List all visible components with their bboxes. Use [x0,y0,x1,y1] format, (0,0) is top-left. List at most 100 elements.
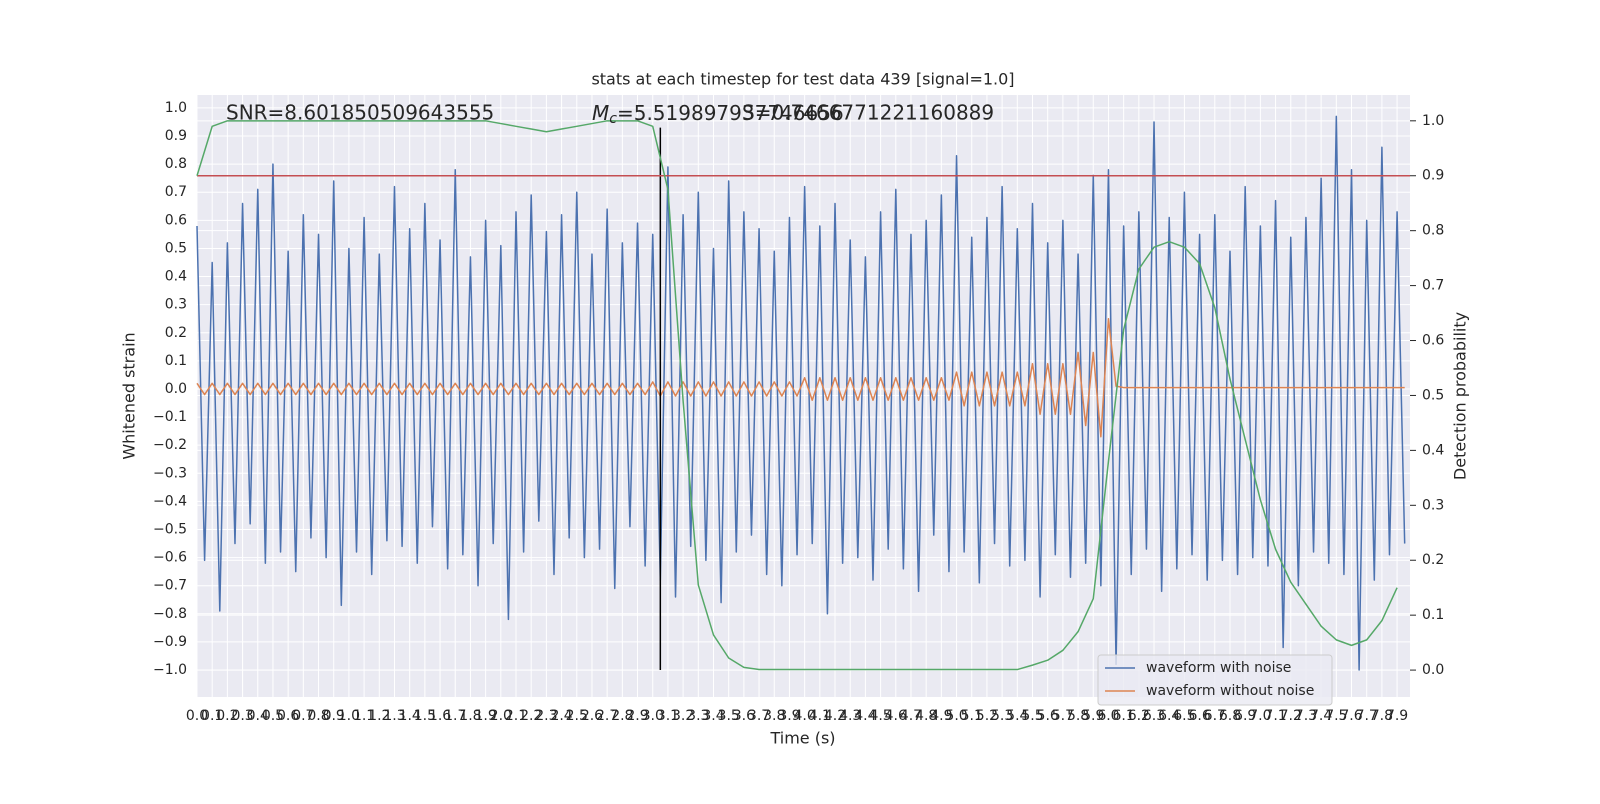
y2-tick-label: 0.8 [1422,223,1444,239]
x-tick-label: 3.5 [718,708,740,724]
x-tick-label: 7.3 [1295,708,1317,724]
y-tick-label: 0.6 [165,212,187,228]
x-tick-label: 6.7 [1204,708,1226,724]
y-tick-label: 0.4 [165,269,187,285]
x-tick-label: 6.2 [1128,708,1150,724]
y-tick-label: 0.1 [165,353,187,369]
x-tick-label: 5.0 [945,708,967,724]
x-tick-label: 1.6 [429,708,451,724]
x-tick-label: 4.7 [900,708,922,724]
mc-subscript: c [609,111,617,127]
x-tick-label: 4.1 [809,708,831,724]
y2-tick-label: 0.9 [1422,168,1444,184]
x-tick-label: 3.0 [642,708,664,724]
y-tick-label: −0.1 [153,409,187,425]
mc-value: =5.519897937746656 [617,101,844,125]
x-tick-label: 3.4 [702,708,724,724]
x-tick-label: 6.8 [1219,708,1241,724]
x-tick-label: 5.4 [1006,708,1028,724]
x-tick-label: 3.3 [687,708,709,724]
x-tick-label: 7.6 [1340,708,1362,724]
x-tick-label: 1.8 [459,708,481,724]
y2-tick-label: 0.6 [1422,333,1444,349]
y2-tick-label: 1.0 [1422,113,1444,129]
x-tick-label: 0.3 [231,708,253,724]
x-tick-label: 1.9 [474,708,496,724]
x-tick-label: 7.7 [1356,708,1378,724]
x-tick-label: 6.3 [1143,708,1165,724]
x-tick-label: 0.5 [262,708,284,724]
y2-tick-label: 0.7 [1422,278,1444,294]
x-tick-label: 7.0 [1249,708,1271,724]
x-tick-label: 6.4 [1158,708,1180,724]
y-tick-label: 0.9 [165,128,187,144]
x-tick-label: 3.6 [733,708,755,724]
x-tick-label: 5.2 [976,708,998,724]
x-tick-label: 6.1 [1113,708,1135,724]
legend-box [1097,654,1333,706]
x-tick-label: 7.2 [1280,708,1302,724]
series-line [196,120,1398,671]
x-tick-label: 5.6 [1037,708,1059,724]
y2-tick-label: 0.5 [1422,387,1444,403]
x-tick-label: 5.8 [1067,708,1089,724]
series-line [196,115,1406,671]
x-tick-label: 5.3 [991,708,1013,724]
x-tick-label: 5.9 [1082,708,1104,724]
x-tick-label: 2.4 [550,708,572,724]
y-tick-label: 0.8 [165,156,187,172]
chart-title: stats at each timestep for test data 439… [591,70,1014,89]
x-tick-label: 4.4 [854,708,876,724]
y2-tick-label: 0.1 [1422,607,1444,623]
x-tick-label: 6.0 [1097,708,1119,724]
x-tick-label: 6.9 [1234,708,1256,724]
x-tick-label: 7.5 [1325,708,1347,724]
x-tick-label: 1.4 [399,708,421,724]
x-tick-label: 4.0 [794,708,816,724]
x-tick-label: 4.8 [915,708,937,724]
x-tick-label: 2.0 [490,708,512,724]
x-tick-label: 3.7 [748,708,770,724]
x-tick-label: 2.7 [596,708,618,724]
x-tick-label: 1.5 [414,708,436,724]
x-tick-label: 7.4 [1310,708,1332,724]
x-tick-label: 2.1 [505,708,527,724]
x-tick-label: 1.0 [338,708,360,724]
x-tick-label: 2.6 [581,708,603,724]
y-tick-label: −0.2 [153,437,187,453]
x-tick-label: 1.1 [353,708,375,724]
legend-label: waveform with noise [1146,660,1291,676]
x-tick-label: 1.3 [383,708,405,724]
x-tick-label: 2.3 [535,708,557,724]
mc-symbol: M [592,101,609,125]
mc-annotation: Mc=5.519897937746656 [592,101,844,128]
x-tick-label: 1.2 [368,708,390,724]
y-tick-label: 1.0 [165,100,187,116]
y-tick-label: −0.9 [153,634,187,650]
x-tick-label: 5.5 [1021,708,1043,724]
y2-tick-label: 0.2 [1422,552,1444,568]
y2-axis-label: Detection probability [1451,312,1470,480]
x-tick-label: 7.9 [1386,708,1408,724]
y-tick-label: 0.2 [165,325,187,341]
y-tick-label: 0.0 [165,381,187,397]
y-tick-label: 0.3 [165,297,187,313]
x-tick-label: 5.7 [1052,708,1074,724]
x-tick-label: 0.2 [216,708,238,724]
x-tick-label: 6.6 [1188,708,1210,724]
x-tick-label: 0.9 [323,708,345,724]
labels: 0.00.10.20.30.40.50.60.70.80.91.01.11.21… [153,100,1444,724]
y-tick-label: −1.0 [153,662,187,678]
x-tick-label: 5.1 [961,708,983,724]
x-tick-label: 2.9 [626,708,648,724]
x-tick-label: 0.4 [247,708,269,724]
s-annotation: S=0.7466771221160889 [742,101,994,125]
y-tick-label: −0.8 [153,606,187,622]
x-tick-label: 0.8 [307,708,329,724]
series-line [196,317,1405,438]
x-tick-label: 0.7 [292,708,314,724]
x-tick-label: 4.6 [885,708,907,724]
snr-annotation: SNR=8.601850509643555 [226,101,494,125]
x-tick-label: 1.7 [444,708,466,724]
